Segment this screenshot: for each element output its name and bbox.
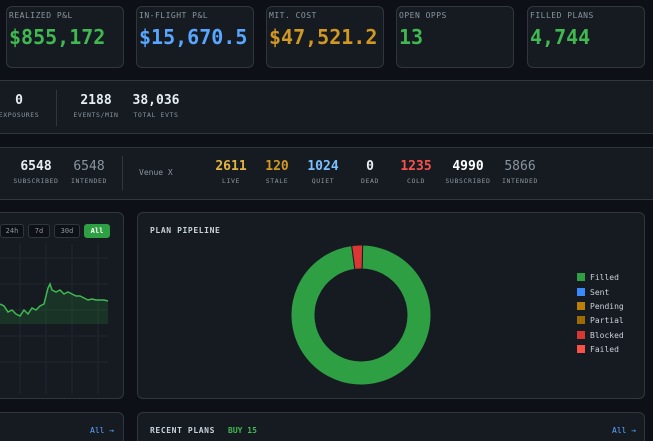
pnl-line	[0, 282, 109, 317]
legend-swatch	[577, 331, 585, 339]
recent-plans-panel	[137, 412, 645, 441]
kpi-label: REALIZED P&L	[9, 11, 73, 20]
range-button-all[interactable]: All	[84, 224, 110, 238]
range-button-7d[interactable]: 7d	[28, 224, 50, 238]
venue-label: Venue X	[139, 168, 173, 177]
view-all-link-left[interactable]: All →	[90, 426, 115, 435]
kpi-label: OPEN OPPS	[399, 11, 447, 20]
stat-value: 6548	[20, 159, 52, 174]
stat-value: 6548	[73, 159, 105, 174]
donut-slice-blocked	[351, 244, 364, 270]
stat-label: DEAD	[360, 177, 380, 185]
stat-value: 1024	[307, 159, 339, 174]
stat-value: 2188	[80, 93, 112, 108]
stat-label: EVENTS/MIN	[73, 111, 119, 119]
kpi-card-realized-pnl: REALIZED P&L $855,172	[6, 6, 124, 68]
stat-value: 0	[15, 93, 23, 108]
legend-label: Partial	[590, 316, 624, 325]
legend-swatch	[577, 316, 585, 324]
stat-label: COLD	[406, 177, 426, 185]
stat-value: 0	[366, 159, 374, 174]
stat-exposures: 0 EXPOSURES	[0, 93, 42, 119]
range-button-30d[interactable]: 30d	[54, 224, 80, 238]
venue-stat-intended: 5866 INTENDED	[497, 159, 543, 185]
pnl-line-chart	[0, 244, 109, 394]
legend-swatch	[577, 302, 585, 310]
venue-stat-live: 2611 LIVE	[210, 159, 252, 185]
stat-events-per-min: 2188 EVENTS/MIN	[70, 93, 122, 119]
legend-swatch	[577, 345, 585, 353]
stat-label: QUIET	[311, 177, 335, 185]
view-all-link-recent[interactable]: All →	[612, 426, 637, 435]
stat-label: SUBSCRIBED	[445, 177, 491, 185]
kpi-card-mit-cost: MIT. COST $47,521.2	[266, 6, 384, 68]
bottom-left-panel	[0, 412, 124, 441]
venue-stat-dead: 0 DEAD	[349, 159, 391, 185]
legend-label: Sent	[590, 288, 610, 297]
kpi-card-inflight-pnl: IN-FLIGHT P&L $15,670.5	[136, 6, 254, 68]
stat-value: 5866	[504, 159, 536, 174]
pipeline-title: PLAN PIPELINE	[150, 226, 221, 235]
stat-subscribed: 6548 SUBSCRIBED	[12, 159, 60, 185]
stat-value: 38,036	[132, 93, 180, 108]
pnl-history-panel	[0, 212, 124, 399]
pipeline-donut-chart	[290, 244, 432, 386]
legend-item-pending: Pending	[577, 302, 624, 312]
divider	[56, 90, 57, 126]
legend-item-partial: Partial	[577, 316, 624, 326]
stat-label: SUBSCRIBED	[13, 177, 59, 185]
events-strip	[0, 80, 653, 134]
recent-plans-tag: BUY 15	[228, 426, 257, 435]
kpi-label: FILLED PLANS	[530, 11, 594, 20]
divider	[122, 156, 123, 190]
stat-intended: 6548 INTENDED	[66, 159, 112, 185]
subscription-strip	[0, 147, 653, 200]
kpi-label: IN-FLIGHT P&L	[139, 11, 209, 20]
stat-total-evts: 38,036 TOTAL EVTS	[128, 93, 184, 119]
legend-label: Pending	[590, 302, 624, 311]
legend-label: Filled	[590, 273, 619, 282]
range-button-24h[interactable]: 24h	[0, 224, 24, 238]
kpi-label: MIT. COST	[269, 11, 317, 20]
legend-item-sent: Sent	[577, 288, 609, 298]
stat-value: 1235	[400, 159, 432, 174]
stat-label: INTENDED	[70, 177, 108, 185]
legend-item-filled: Filled	[577, 273, 619, 283]
stat-label: LIVE	[221, 177, 241, 185]
venue-stat-stale: 120 STALE	[256, 159, 298, 185]
stat-value: 4990	[452, 159, 484, 174]
stat-label: INTENDED	[501, 177, 539, 185]
venue-stat-cold: 1235 COLD	[395, 159, 437, 185]
legend-item-failed: Failed	[577, 345, 619, 355]
kpi-value: 13	[399, 25, 424, 49]
kpi-value: $47,521.2	[269, 25, 378, 49]
pnl-area	[0, 284, 108, 324]
kpi-card-filled-plans: FILLED PLANS 4,744	[527, 6, 645, 68]
stat-label: TOTAL EVTS	[133, 111, 179, 119]
legend-label: Blocked	[590, 331, 624, 340]
venue-stat-subscribed: 4990 SUBSCRIBED	[442, 159, 494, 185]
kpi-value: 4,744	[530, 25, 591, 49]
stat-label: EXPOSURES	[0, 111, 40, 119]
legend-label: Failed	[590, 345, 619, 354]
venue-stat-quiet: 1024 QUIET	[302, 159, 344, 185]
legend-item-blocked: Blocked	[577, 331, 624, 341]
legend-swatch	[577, 273, 585, 281]
stat-label: STALE	[265, 177, 289, 185]
legend-swatch	[577, 288, 585, 296]
kpi-value: $855,172	[9, 25, 106, 49]
recent-plans-title: RECENT PLANS	[150, 426, 215, 435]
kpi-card-open-opps: OPEN OPPS 13	[396, 6, 514, 68]
kpi-value: $15,670.5	[139, 25, 248, 49]
stat-value: 120	[265, 159, 289, 174]
stat-value: 2611	[215, 159, 247, 174]
donut-slice-filled	[290, 244, 432, 386]
